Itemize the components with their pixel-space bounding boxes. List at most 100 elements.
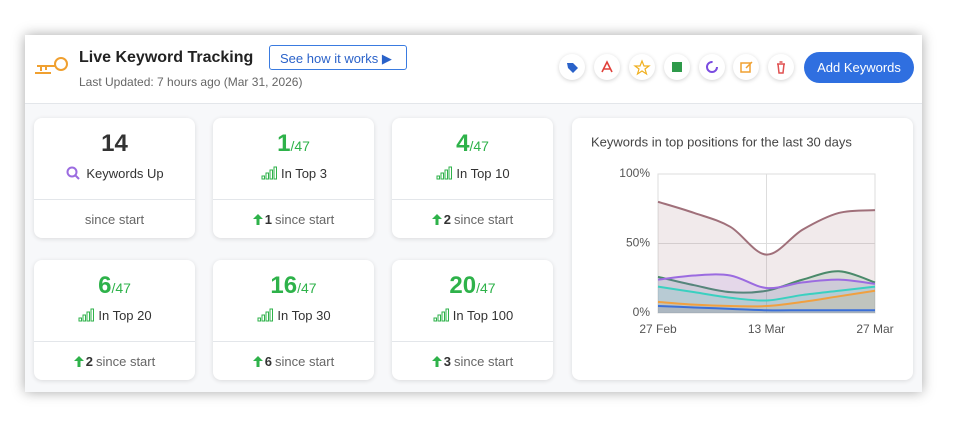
bar-icon — [269, 169, 273, 180]
stat-change: 3 — [443, 354, 451, 369]
stat-value: 20/47 — [392, 272, 553, 300]
edit-button[interactable] — [733, 54, 759, 80]
area — [658, 201, 875, 313]
star-button[interactable] — [629, 54, 655, 80]
stat-footer: 6 since start — [213, 354, 374, 369]
bar-icon — [261, 314, 266, 322]
bar-icon — [433, 317, 437, 322]
stat-number: 20 — [449, 272, 477, 299]
stat-footer-text: since start — [84, 212, 145, 227]
stat-card: 1/47 In Top 3 1 since start — [213, 118, 374, 238]
stat-footer: 1 since start — [213, 212, 374, 227]
stat-label-row: In Top 30 — [213, 308, 374, 323]
stat-label-row: In Top 3 — [213, 166, 374, 181]
stat-value: 6/47 — [34, 272, 195, 300]
stat-label: In Top 10 — [456, 166, 510, 181]
divider — [392, 341, 553, 342]
bar-icon — [86, 311, 91, 322]
stat-card: 20/47 In Top 100 3 since start — [392, 260, 553, 380]
up-arrow — [252, 214, 263, 225]
x-tick-label: 27 Feb — [639, 322, 677, 336]
stat-change: 2 — [85, 354, 93, 369]
bar-icon — [265, 172, 269, 180]
last-updated: Last Updated: 7 hours ago (Mar 31, 2026) — [79, 75, 303, 89]
stat-number: 4 — [456, 130, 470, 157]
stat-total: /47 — [290, 138, 310, 154]
bar-icon — [78, 317, 83, 322]
pdf-button[interactable] — [594, 54, 620, 80]
stat-change: 2 — [443, 212, 451, 227]
stat-footer: 2 since start — [392, 212, 553, 227]
bar-icon — [90, 308, 95, 322]
stat-icon — [66, 166, 81, 180]
up-arrow — [73, 356, 84, 367]
bar-icon — [257, 317, 262, 322]
chart: Keywords in top positions for the last 3… — [591, 134, 894, 336]
stat-label: In Top 3 — [280, 166, 328, 181]
stat-card: 14 Keywords Up since start — [34, 118, 195, 238]
divider — [213, 199, 374, 200]
area — [658, 271, 875, 313]
line — [657, 305, 875, 312]
add-keywords-button[interactable]: Add Keywords — [804, 52, 914, 83]
x-tick-label: 27 Mar — [856, 322, 893, 336]
stat-footer-text: since start — [453, 354, 514, 369]
line — [657, 200, 876, 256]
stat-label-row: Keywords Up — [34, 166, 195, 181]
stat-card: 16/47 In Top 30 6 since start — [213, 260, 374, 380]
stat-label-row: In Top 100 — [392, 308, 553, 323]
x-tick-label: 13 Mar — [748, 322, 785, 336]
tag-button[interactable] — [559, 54, 585, 80]
up-arrow — [252, 356, 263, 367]
line — [657, 289, 876, 308]
stat-card: 6/47 In Top 20 2 since start — [34, 260, 195, 380]
up-arrow — [431, 356, 442, 367]
stat-total: /47 — [111, 280, 131, 296]
stat-footer: 2 since start — [34, 354, 195, 369]
bar-icon — [269, 308, 274, 322]
stat-icon — [78, 308, 95, 322]
stat-value: 4/47 — [392, 130, 553, 158]
stat-icon — [433, 308, 449, 322]
stat-number: 14 — [101, 130, 128, 157]
bar-icon — [265, 311, 270, 322]
help-button-label: See how it works — [280, 51, 379, 66]
stat-label: Keywords Up — [86, 166, 164, 181]
stat-value: 14 — [34, 130, 195, 158]
delete-button[interactable] — [768, 54, 794, 80]
title: Live Keyword Tracking — [79, 49, 254, 66]
up-arrow — [252, 214, 263, 225]
stat-footer-text: since start — [453, 212, 514, 227]
stat-number: 16 — [270, 272, 298, 299]
stat-number: 6 — [98, 272, 112, 299]
stat-label: In Top 20 — [98, 308, 152, 323]
chart-card: Keywords in top positions for the last 3… — [572, 118, 913, 380]
help-button[interactable]: See how it works ▶ — [269, 45, 407, 70]
logo-icon — [35, 57, 68, 74]
bar-icon — [440, 172, 445, 180]
stat-card: 4/47 In Top 10 2 since start — [392, 118, 553, 238]
bar-icon — [448, 166, 453, 180]
stat-icon — [257, 308, 274, 322]
stat-change: 6 — [264, 354, 272, 369]
stat-footer: 3 since start — [392, 354, 553, 369]
stat-total: /47 — [476, 280, 496, 296]
stat-total: /47 — [469, 138, 489, 154]
divider — [34, 341, 195, 342]
stat-value: 16/47 — [213, 272, 374, 300]
excel-button[interactable] — [664, 54, 690, 80]
area — [658, 274, 875, 313]
divider — [213, 341, 374, 342]
up-arrow — [252, 356, 263, 367]
stat-icon — [436, 166, 453, 180]
y-tick-label: 100% — [619, 166, 650, 180]
stat-change: 1 — [264, 212, 272, 227]
stat-icon — [261, 166, 277, 180]
up-arrow — [73, 356, 84, 367]
stat-label-row: In Top 20 — [34, 308, 195, 323]
bar-icon — [261, 175, 265, 180]
stat-number: 1 — [277, 130, 291, 157]
refresh-button[interactable] — [699, 54, 725, 80]
stat-footer: since start — [34, 212, 195, 227]
